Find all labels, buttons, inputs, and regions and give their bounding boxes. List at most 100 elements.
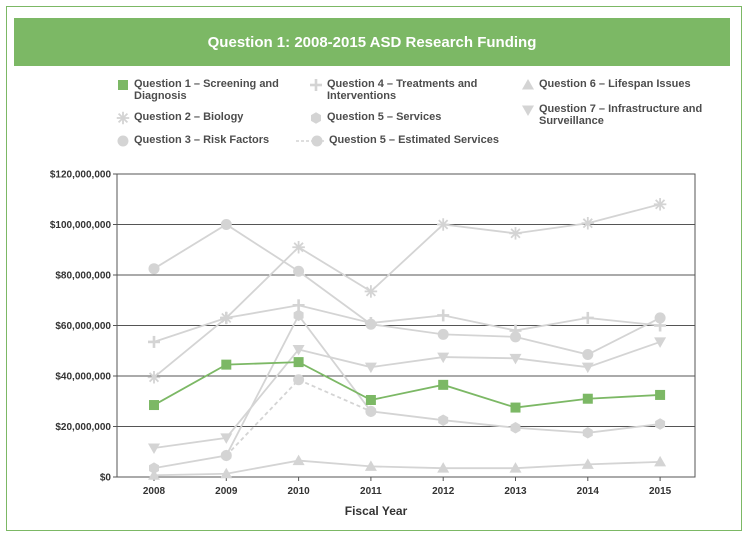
marker-triangle-up (509, 462, 522, 473)
marker-plus (310, 79, 322, 91)
marker-circle (293, 374, 305, 386)
marker-triangle-up (364, 460, 377, 471)
legend-label: Question 6 – Lifespan Issues (539, 78, 691, 90)
marker-asterisk (436, 218, 450, 231)
y-tick-label: $80,000,000 (55, 271, 111, 282)
marker-asterisk (509, 227, 522, 240)
y-tick-label: $0 (100, 473, 112, 484)
x-tick-label: 2011 (360, 486, 382, 497)
marker-square (510, 402, 521, 413)
marker-triangle-down (509, 353, 522, 365)
series-line (153, 459, 661, 477)
marker-triangle-down (654, 337, 667, 348)
marker-hexagon (655, 418, 666, 430)
x-tick-label: 2010 (287, 486, 310, 497)
marker-circle (654, 312, 666, 324)
marker-asterisk (292, 240, 305, 254)
marker-circle (437, 328, 449, 340)
marker-hexagon (293, 309, 304, 322)
marker-plus (437, 309, 450, 322)
legend-label: Question 5 – Services (327, 111, 442, 123)
y-tick-label: $120,000,000 (50, 170, 112, 181)
marker-triangle-up (292, 454, 305, 466)
x-tick-label: 2012 (432, 486, 455, 497)
marker-square (221, 359, 232, 370)
x-tick-label: 2013 (504, 486, 527, 497)
x-tick-label: 2014 (577, 486, 600, 497)
legend-symbol (117, 135, 129, 147)
series-q7 (148, 337, 667, 454)
marker-triangle-down (292, 344, 305, 356)
x-axis-title: Fiscal Year (345, 504, 408, 518)
series-line (153, 341, 661, 449)
marker-triangle-down (220, 433, 233, 444)
marker-plus (220, 311, 233, 324)
marker-hexagon (311, 112, 321, 124)
legend-label: Question 5 – Estimated Services (329, 134, 499, 146)
legend-symbol (296, 135, 326, 147)
y-tick-label: $60,000,000 (55, 321, 111, 332)
marker-hexagon (510, 422, 521, 434)
x-tick-label: 2015 (649, 486, 672, 497)
legend-label: Question 3 – Risk Factors (134, 134, 270, 146)
chart-frame (6, 6, 742, 531)
series-q1 (149, 357, 666, 413)
marker-plus (292, 299, 305, 312)
legend-label: Question 2 – Biology (134, 111, 244, 123)
marker-circle (220, 219, 232, 230)
marker-triangle-up (581, 458, 594, 469)
marker-hexagon (149, 462, 159, 474)
marker-triangle-up (437, 462, 450, 473)
marker-square (438, 379, 449, 390)
series-line (153, 313, 661, 470)
marker-triangle-up (654, 455, 667, 467)
marker-square (655, 389, 666, 400)
marker-square (293, 357, 304, 368)
marker-triangle-down (522, 105, 534, 116)
legend-label: Question 4 – Treatments and Intervention… (327, 78, 478, 102)
marker-plus (364, 316, 377, 329)
marker-asterisk (147, 371, 161, 384)
marker-circle (148, 263, 160, 275)
marker-triangle-up (148, 469, 160, 480)
marker-square (582, 393, 593, 404)
marker-triangle-down (437, 352, 450, 364)
series-line (153, 361, 661, 409)
chart-title: Question 1: 2008-2015 ASD Research Fundi… (14, 18, 730, 66)
marker-triangle-down (581, 362, 594, 374)
series-line (153, 304, 661, 343)
chart-legend: Question 1 – Screening and Diagnosis Ques… (0, 0, 750, 150)
marker-asterisk (653, 198, 667, 211)
marker-triangle-down (148, 443, 160, 454)
y-tick-label: $40,000,000 (55, 372, 111, 383)
marker-circle (365, 405, 377, 417)
marker-asterisk (116, 111, 130, 125)
marker-circle (510, 331, 521, 343)
series-line (153, 223, 661, 356)
marker-asterisk (364, 285, 378, 298)
marker-circle (582, 349, 594, 361)
marker-hexagon (582, 427, 593, 439)
series-q3 (148, 219, 666, 361)
legend-symbol (522, 79, 534, 90)
series-q6 (148, 454, 667, 480)
marker-hexagon (438, 414, 449, 426)
marker-triangle-down (364, 362, 377, 374)
legend-symbol (310, 79, 322, 91)
marker-circle (311, 135, 323, 147)
marker-plus (148, 335, 160, 348)
marker-circle (220, 450, 232, 462)
marker-plus (654, 319, 667, 332)
marker-circle (117, 135, 129, 147)
series-line (225, 378, 372, 457)
x-tick-label: 2009 (215, 486, 238, 497)
y-tick-label: $20,000,000 (55, 422, 111, 433)
x-tick-label: 2008 (143, 486, 166, 497)
series-q4 (148, 299, 667, 348)
legend-symbol (522, 105, 534, 116)
legend-label: Question 7 – Infrastructure and Surveill… (539, 103, 703, 127)
marker-circle (293, 265, 305, 277)
legend-symbol (118, 80, 128, 90)
legend-symbol (116, 111, 130, 125)
